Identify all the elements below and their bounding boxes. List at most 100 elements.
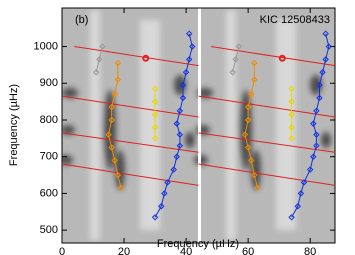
point bbox=[288, 111, 295, 118]
point bbox=[151, 98, 159, 105]
x-tick-label: 80 bbox=[304, 246, 316, 255]
point bbox=[176, 131, 184, 138]
point bbox=[313, 107, 320, 115]
point bbox=[254, 184, 261, 192]
series-line bbox=[210, 46, 336, 67]
y-tick-label: 1000 bbox=[34, 40, 58, 52]
plot-frame bbox=[61, 7, 336, 244]
point bbox=[288, 85, 295, 92]
point bbox=[105, 131, 112, 138]
point bbox=[151, 111, 159, 118]
series-line bbox=[198, 95, 336, 118]
point bbox=[288, 135, 295, 142]
point bbox=[306, 166, 314, 173]
point bbox=[117, 184, 125, 192]
point bbox=[232, 56, 239, 63]
point bbox=[251, 171, 258, 179]
point bbox=[235, 43, 243, 50]
power-background bbox=[62, 8, 335, 243]
point bbox=[300, 179, 308, 186]
point bbox=[161, 190, 168, 197]
series-line bbox=[154, 33, 193, 218]
series-line bbox=[61, 163, 199, 186]
point bbox=[179, 94, 187, 102]
point bbox=[151, 214, 159, 221]
x-tick-label: 0 bbox=[59, 246, 65, 255]
point bbox=[244, 144, 252, 151]
series-line bbox=[61, 95, 199, 118]
point bbox=[297, 190, 305, 197]
point bbox=[164, 179, 171, 186]
series-line bbox=[74, 46, 199, 67]
point bbox=[229, 69, 236, 76]
point bbox=[182, 69, 190, 76]
point bbox=[99, 43, 106, 50]
series-line bbox=[198, 132, 336, 153]
point bbox=[288, 214, 295, 221]
point bbox=[294, 203, 301, 210]
x-tick-label: 40 bbox=[180, 246, 192, 255]
point bbox=[322, 30, 329, 37]
point bbox=[179, 81, 187, 89]
series-line bbox=[244, 63, 258, 189]
y-tick-label: 600 bbox=[40, 187, 58, 199]
point bbox=[288, 124, 295, 131]
point bbox=[176, 142, 184, 149]
series-line bbox=[232, 46, 240, 73]
y-tick-label: 700 bbox=[40, 151, 58, 163]
point bbox=[151, 85, 159, 92]
point bbox=[310, 120, 317, 127]
point bbox=[322, 56, 329, 63]
y-tick-label: 500 bbox=[40, 224, 58, 236]
point bbox=[248, 157, 255, 164]
point bbox=[151, 135, 159, 142]
point bbox=[151, 124, 159, 131]
point bbox=[251, 59, 258, 67]
point bbox=[114, 76, 122, 83]
point bbox=[251, 76, 258, 83]
point bbox=[142, 54, 150, 62]
point bbox=[316, 81, 323, 89]
point bbox=[319, 69, 326, 76]
point bbox=[316, 94, 323, 102]
point bbox=[244, 103, 252, 111]
series-line bbox=[291, 33, 330, 218]
point bbox=[111, 157, 118, 164]
x-tick-label: 60 bbox=[242, 246, 254, 255]
x-axis-label: Frequency (µHz) bbox=[157, 238, 239, 250]
point bbox=[92, 69, 100, 76]
point bbox=[108, 103, 115, 111]
point bbox=[108, 144, 115, 151]
point bbox=[310, 153, 317, 160]
series-line bbox=[95, 46, 103, 73]
series-line bbox=[108, 63, 122, 189]
series-line bbox=[198, 163, 336, 186]
point bbox=[158, 203, 165, 210]
point bbox=[114, 59, 122, 67]
point bbox=[173, 153, 180, 160]
annotation: KIC 12508433 bbox=[260, 14, 330, 26]
y-tick-label: 900 bbox=[40, 77, 58, 89]
point bbox=[189, 43, 196, 50]
panel-label: (b) bbox=[75, 14, 88, 26]
x-tick-label: 20 bbox=[118, 246, 130, 255]
point bbox=[313, 142, 320, 149]
point bbox=[325, 43, 333, 50]
point bbox=[241, 131, 249, 138]
point bbox=[313, 131, 320, 138]
point bbox=[185, 30, 193, 37]
point bbox=[278, 54, 286, 62]
point bbox=[244, 116, 252, 124]
point bbox=[111, 91, 118, 98]
series-line bbox=[61, 132, 199, 153]
point bbox=[248, 91, 255, 98]
point bbox=[170, 166, 177, 173]
point bbox=[114, 171, 122, 179]
point bbox=[173, 120, 180, 127]
point bbox=[176, 107, 184, 115]
y-tick-label: 800 bbox=[40, 114, 58, 126]
y-axis-label: Frequency (µHz) bbox=[8, 84, 20, 166]
point bbox=[288, 98, 295, 105]
